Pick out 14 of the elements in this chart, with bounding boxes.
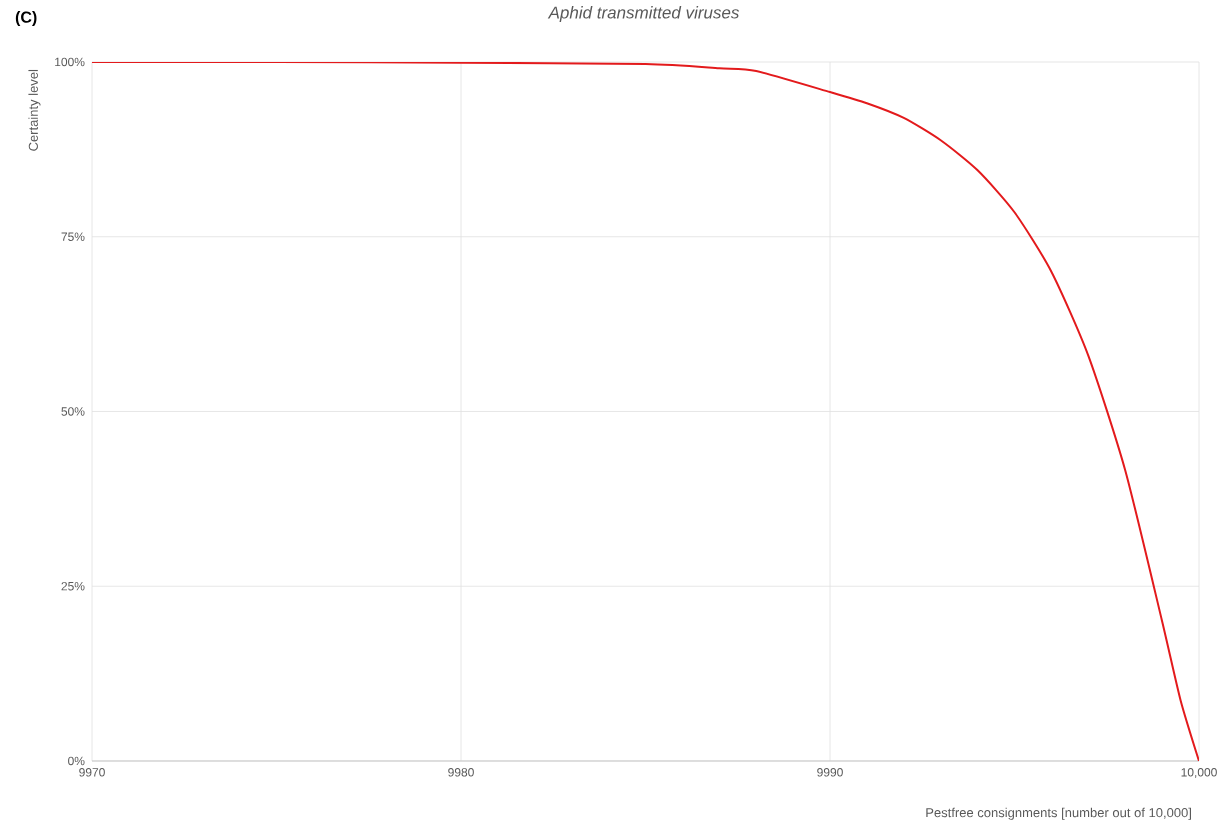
x-tick-label: 9980 (448, 768, 474, 777)
y-tick-label: 100% (55, 57, 85, 67)
y-tick-label: 0% (68, 756, 85, 766)
chart-title: Aphid transmitted viruses (547, 6, 740, 22)
text: (C) (15, 11, 37, 26)
x-tick-label: 10,000 (1181, 768, 1217, 778)
x-tick-label: 9970 (79, 768, 105, 777)
y-axis-title: Certainty level (28, 69, 41, 151)
y-tick-label: 25% (61, 581, 85, 591)
x-axis-title: Pestfree consignments [number out of 10,000] (926, 807, 1191, 820)
x-tick-label: 9990 (817, 768, 843, 777)
y-tick-label: 50% (61, 407, 85, 416)
y-tick-label: 75% (61, 232, 85, 241)
line-series (92, 61, 1199, 761)
